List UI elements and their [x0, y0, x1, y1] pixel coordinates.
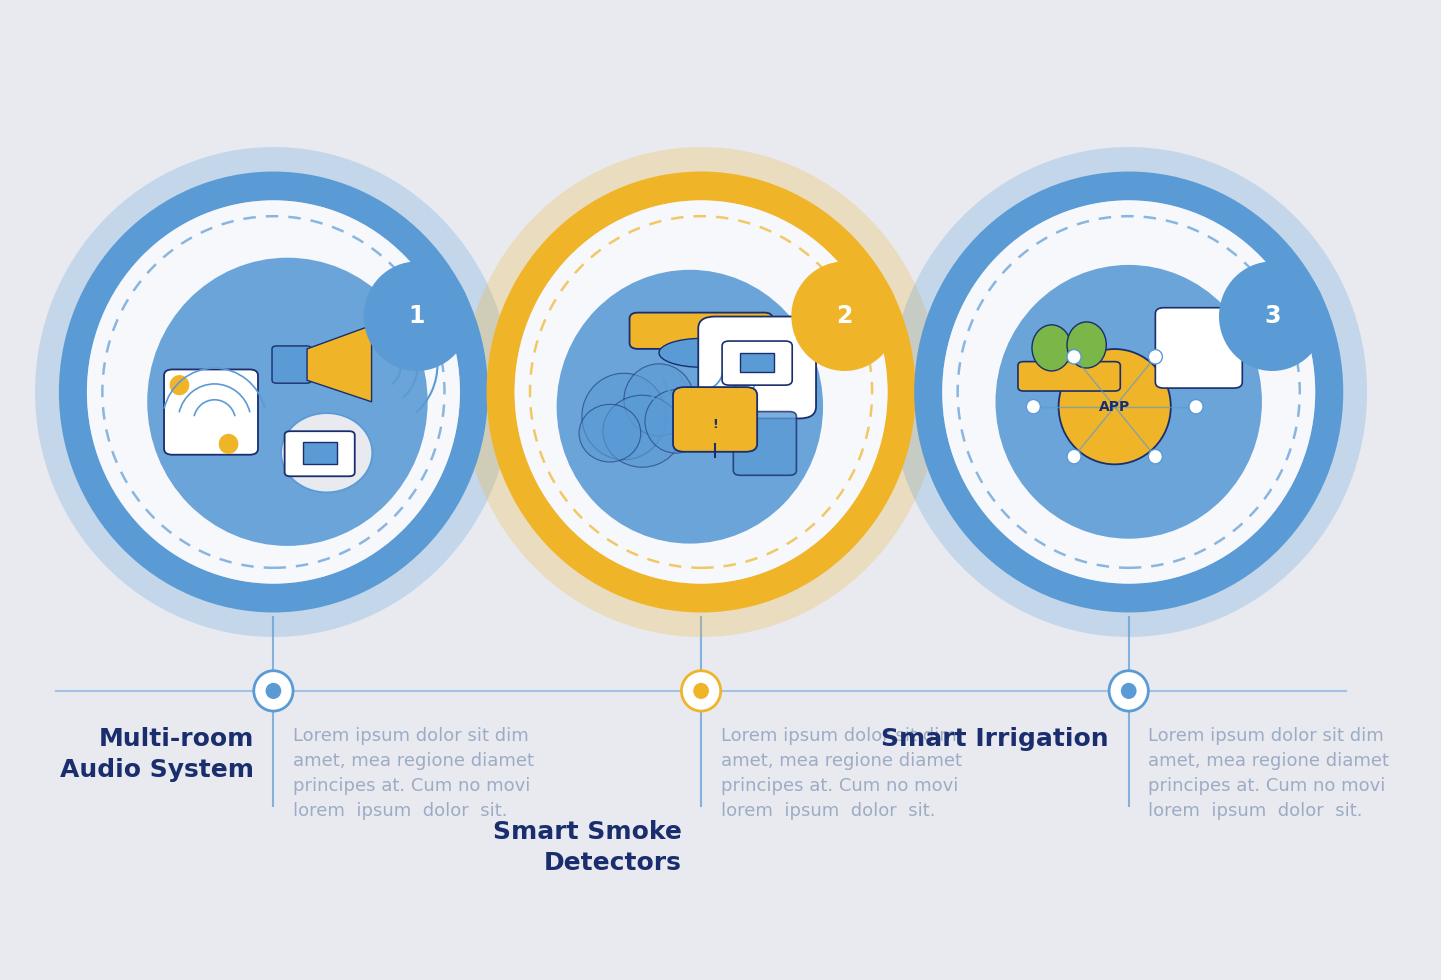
FancyBboxPatch shape: [164, 369, 258, 455]
Text: APP: APP: [1099, 400, 1130, 414]
Ellipse shape: [1066, 321, 1107, 368]
Ellipse shape: [556, 270, 823, 544]
Text: Smart Irrigation: Smart Irrigation: [882, 727, 1110, 752]
Text: 1: 1: [409, 304, 425, 328]
Ellipse shape: [1121, 683, 1137, 699]
Ellipse shape: [1148, 350, 1163, 364]
FancyBboxPatch shape: [272, 346, 311, 383]
Ellipse shape: [582, 373, 666, 460]
Ellipse shape: [1066, 450, 1081, 464]
Ellipse shape: [86, 200, 460, 584]
Ellipse shape: [147, 258, 428, 546]
FancyBboxPatch shape: [303, 442, 337, 464]
FancyBboxPatch shape: [285, 431, 354, 476]
Text: Lorem ipsum dolor sit dim
amet, mea regione diamet
principes at. Cum no movi
lor: Lorem ipsum dolor sit dim amet, mea regi…: [293, 727, 535, 820]
Ellipse shape: [170, 375, 189, 395]
Ellipse shape: [1026, 400, 1040, 414]
Ellipse shape: [487, 172, 915, 612]
Ellipse shape: [996, 265, 1262, 539]
Ellipse shape: [254, 670, 293, 711]
Ellipse shape: [265, 683, 281, 699]
Ellipse shape: [682, 670, 720, 711]
Ellipse shape: [514, 200, 888, 584]
Ellipse shape: [914, 172, 1343, 612]
Ellipse shape: [891, 147, 1368, 637]
Ellipse shape: [514, 200, 888, 584]
Ellipse shape: [1059, 349, 1170, 465]
Ellipse shape: [1110, 670, 1148, 711]
FancyBboxPatch shape: [722, 341, 793, 385]
FancyBboxPatch shape: [699, 317, 816, 418]
FancyBboxPatch shape: [733, 412, 797, 475]
Ellipse shape: [942, 200, 1316, 584]
Ellipse shape: [1169, 320, 1187, 346]
Text: 3: 3: [1264, 304, 1281, 328]
FancyBboxPatch shape: [673, 387, 757, 452]
Text: 2: 2: [836, 304, 853, 328]
Ellipse shape: [363, 262, 470, 371]
FancyBboxPatch shape: [630, 313, 772, 349]
Ellipse shape: [1189, 400, 1203, 414]
Ellipse shape: [659, 338, 744, 368]
Ellipse shape: [1219, 262, 1326, 371]
Ellipse shape: [35, 147, 512, 637]
FancyBboxPatch shape: [741, 353, 774, 372]
FancyBboxPatch shape: [1017, 362, 1120, 391]
Text: !: !: [712, 417, 718, 431]
Text: Lorem ipsum dolor sit dim
amet, mea regione diamet
principes at. Cum no movi
lor: Lorem ipsum dolor sit dim amet, mea regi…: [720, 727, 961, 820]
Text: Multi-room
Audio System: Multi-room Audio System: [59, 727, 254, 782]
Ellipse shape: [646, 390, 706, 453]
Ellipse shape: [281, 414, 372, 492]
Ellipse shape: [1196, 340, 1216, 366]
Ellipse shape: [1148, 450, 1163, 464]
Ellipse shape: [942, 200, 1316, 584]
Ellipse shape: [59, 172, 488, 612]
Ellipse shape: [791, 262, 898, 371]
Text: Lorem ipsum dolor sit dim
amet, mea regione diamet
principes at. Cum no movi
lor: Lorem ipsum dolor sit dim amet, mea regi…: [1148, 727, 1389, 820]
Text: Smart Smoke
Detectors: Smart Smoke Detectors: [493, 820, 682, 875]
Ellipse shape: [1032, 324, 1071, 371]
FancyBboxPatch shape: [1156, 308, 1242, 388]
Ellipse shape: [693, 683, 709, 699]
Ellipse shape: [1066, 350, 1081, 364]
Ellipse shape: [579, 405, 641, 462]
Polygon shape: [307, 325, 372, 402]
Ellipse shape: [624, 364, 695, 436]
Ellipse shape: [219, 434, 238, 454]
Ellipse shape: [602, 395, 682, 467]
Ellipse shape: [463, 147, 940, 637]
Ellipse shape: [86, 200, 460, 584]
